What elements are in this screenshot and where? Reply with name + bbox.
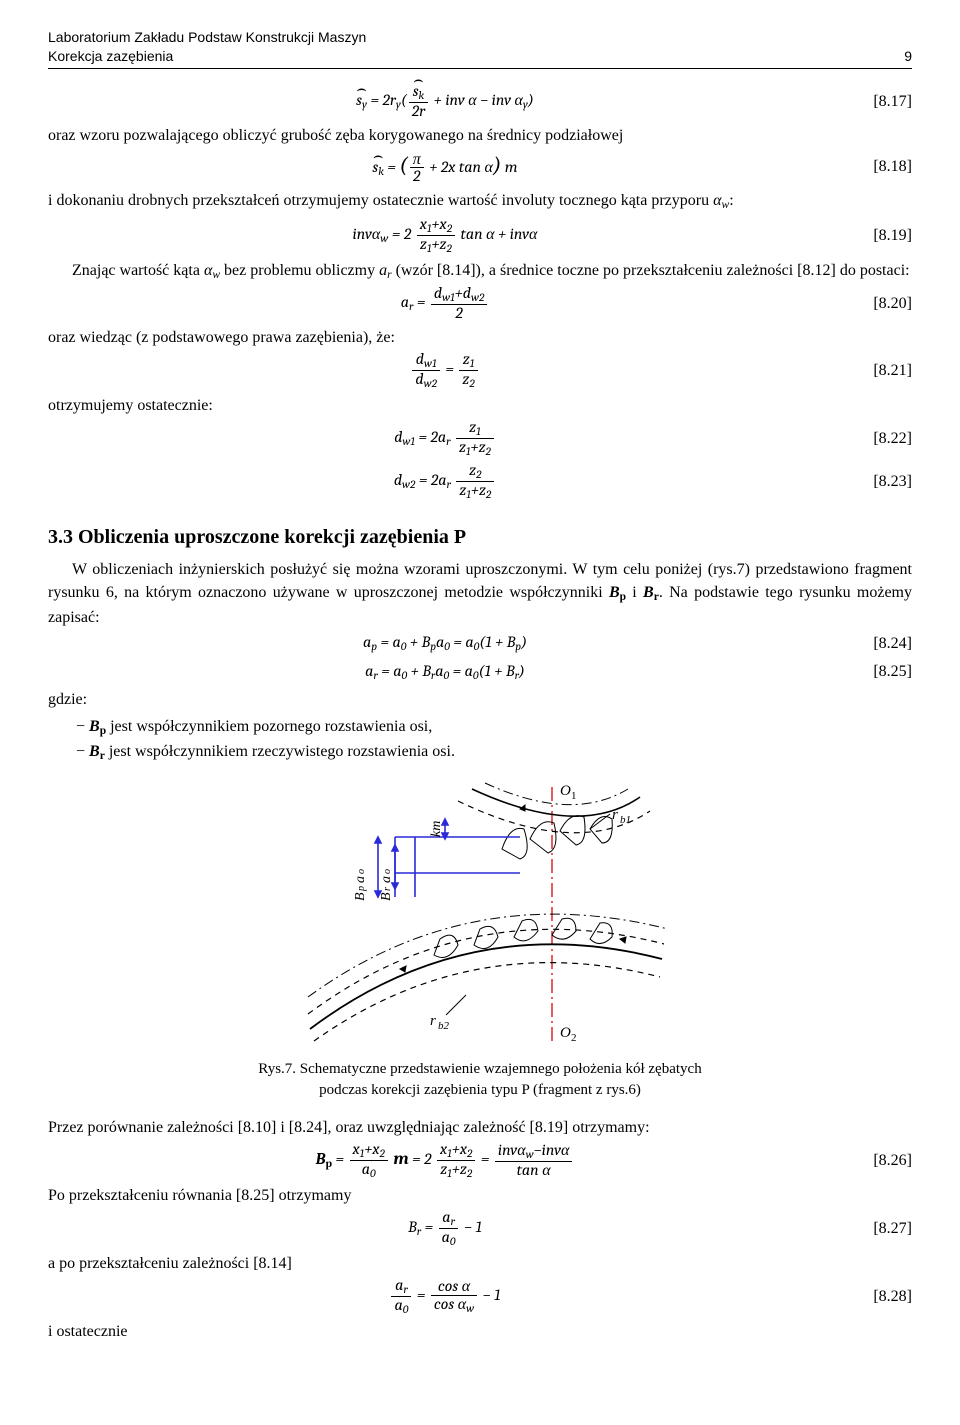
svg-text:p: p: [356, 886, 367, 892]
svg-text:b1: b1: [620, 814, 631, 826]
eq-8-28: ara0 = cos αcos αw − 1 [8.28]: [48, 1277, 912, 1316]
svg-text:2: 2: [571, 1032, 577, 1044]
eq-8-27: Br = ara0 − 1 [8.27]: [48, 1209, 912, 1248]
eq-8-24: ap = a0 + Bpa0 = a0(1 + Bp) [8.24]: [48, 631, 912, 656]
eq-8-26: Bp = x1+x2a0 m = 2 x1+x2z1+z2 = invαw−in…: [48, 1141, 912, 1180]
para-1: oraz wzoru pozwalającego obliczyć gruboś…: [48, 124, 912, 147]
eq-8-17: sy = 2ry(sk2r + inv α − inv αy) [8.17]: [48, 83, 912, 120]
page-header: Laboratorium Zakładu Podstaw Konstrukcji…: [48, 28, 912, 69]
para-b4: i ostatecznie: [48, 1320, 912, 1343]
coef-list: Bp jest współczynnikiem pozornego rozsta…: [48, 715, 912, 764]
svg-text:1: 1: [571, 790, 577, 802]
svg-text:B: B: [353, 892, 368, 901]
figure-7: O1 O2 rb1 rb2 B p a o B r a o km: [48, 779, 912, 1049]
para-b3: a po przekształceniu zależności [8.14]: [48, 1252, 912, 1275]
page-number: 9: [904, 47, 912, 66]
section-3-3-title: 3.3 Obliczenia uproszczone korekcji zazę…: [48, 523, 912, 552]
list-item: Bp jest współczynnikiem pozornego rozsta…: [76, 715, 912, 740]
svg-text:O: O: [560, 1025, 571, 1041]
figure-7-svg: O1 O2 rb1 rb2 B p a o B r a o km: [290, 779, 670, 1049]
para-5: otrzymujemy ostatecznie:: [48, 394, 912, 417]
gdzie: gdzie:: [48, 688, 912, 711]
svg-text:O: O: [560, 783, 571, 799]
para-3: Znając wartość kąta αw bez problemu obli…: [48, 259, 912, 284]
eq-8-22: dw1 = 2ar z1z1+z2 [8.22]: [48, 419, 912, 458]
para-b2: Po przekształceniu równania [8.25] otrzy…: [48, 1184, 912, 1207]
svg-text:o: o: [356, 869, 367, 874]
eq-8-20: ar = dw1+dw22 [8.20]: [48, 285, 912, 322]
figure-7-caption: Rys.7. Schematyczne przedstawienie wzaje…: [48, 1059, 912, 1103]
para-2: i dokonaniu drobnych przekształceń otrzy…: [48, 189, 912, 214]
svg-text:r: r: [382, 887, 393, 891]
svg-text:o: o: [382, 869, 393, 874]
section-3-3-intro: W obliczeniach inżynierskich posłużyć si…: [48, 558, 912, 629]
svg-text:r: r: [430, 1013, 436, 1029]
para-b1: Przez porównanie zależności [8.10] i [8.…: [48, 1116, 912, 1139]
eq-8-18: sk = (π2 + 2x tan α) m [8.18]: [48, 149, 912, 186]
eq-8-25: ar = a0 + Bra0 = a0(1 + Br) [8.25]: [48, 660, 912, 685]
header-left: Laboratorium Zakładu Podstaw Konstrukcji…: [48, 28, 366, 66]
svg-text:km: km: [429, 820, 444, 836]
eq-8-23: dw2 = 2ar z2z1+z2 [8.23]: [48, 462, 912, 501]
para-4: oraz wiedząc (z podstawowego prawa zazęb…: [48, 326, 912, 349]
list-item: Br jest współczynnikiem rzeczywistego ro…: [76, 740, 912, 765]
svg-text:b2: b2: [438, 1020, 450, 1032]
svg-text:a: a: [379, 876, 394, 883]
svg-text:a: a: [353, 876, 368, 883]
eq-8-21: dw1dw2 = z1z2 [8.21]: [48, 351, 912, 390]
eq-8-19: invαw = 2 x1+x2z1+z2 tan α + invα [8.19]: [48, 216, 912, 255]
svg-text:B: B: [379, 892, 394, 901]
svg-text:r: r: [612, 807, 618, 823]
